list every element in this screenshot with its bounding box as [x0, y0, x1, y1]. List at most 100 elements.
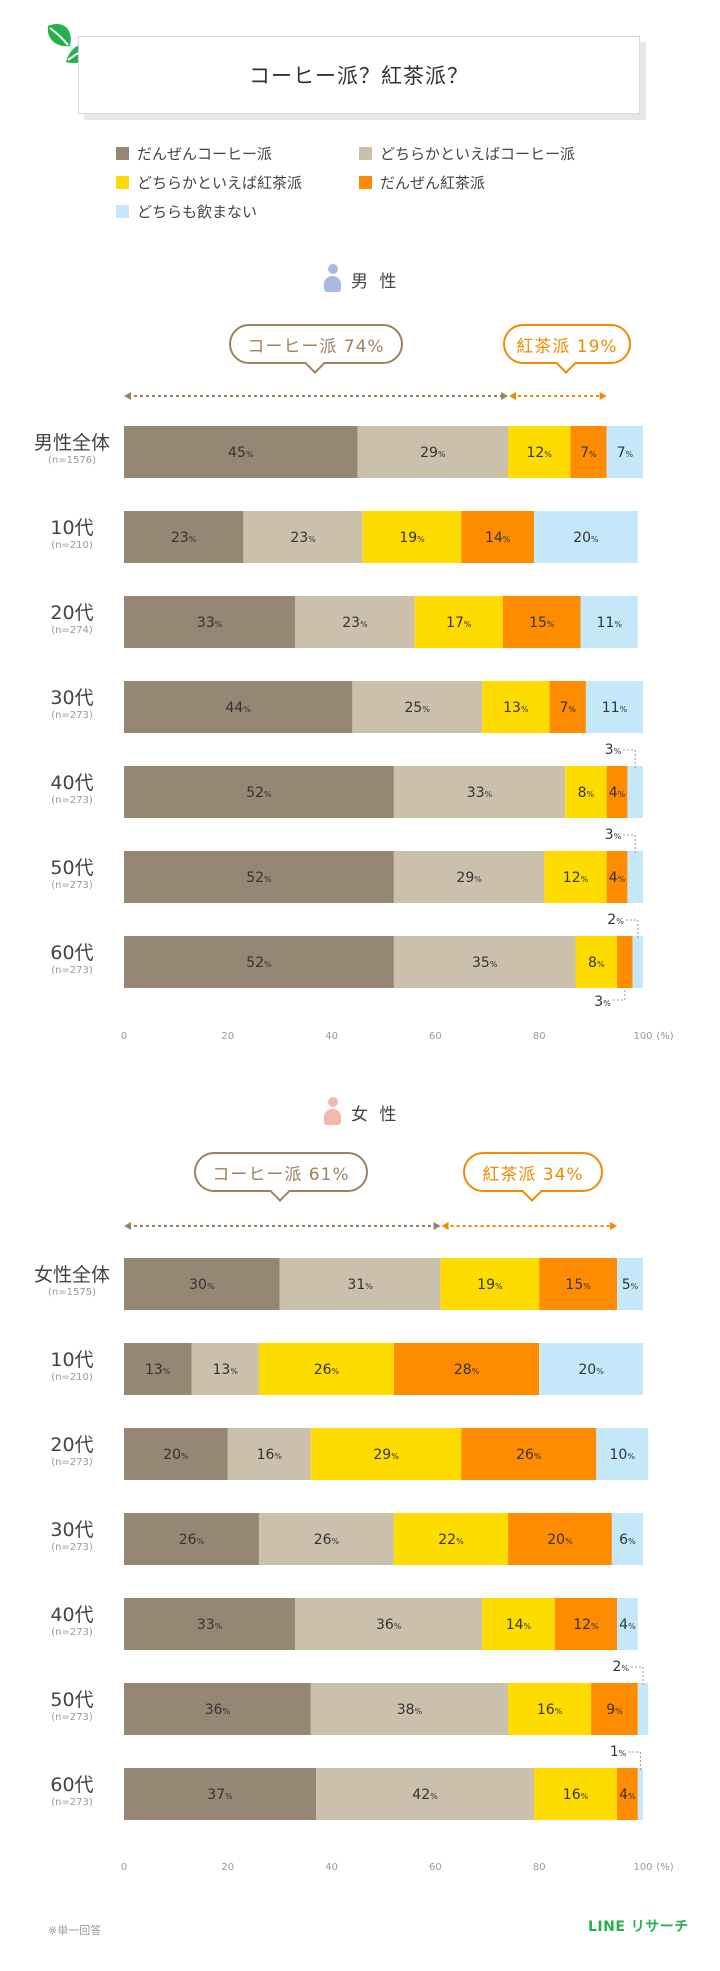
- bar-segment: [352, 681, 483, 733]
- percent-unit: %: [597, 960, 605, 969]
- percent-unit: %: [555, 1707, 563, 1716]
- bar-segment: [124, 1598, 296, 1650]
- bar-segment: [357, 426, 509, 478]
- legend-item: だんぜんコーヒー派: [116, 143, 272, 164]
- percent-unit: %: [223, 1707, 231, 1716]
- bar-segment: [124, 1683, 311, 1735]
- footnote: ※単一回答: [48, 1924, 102, 1937]
- bar-segment: [227, 1428, 311, 1480]
- percent-unit: %: [614, 620, 622, 629]
- bar-segment: [124, 1768, 317, 1820]
- sample-size: (n=273): [51, 965, 93, 976]
- bar-segment: [124, 681, 353, 733]
- bar-segment: [617, 936, 633, 988]
- row-label: 60代 (n=273): [20, 1774, 124, 1810]
- bar-segment: [310, 1683, 509, 1735]
- category-name: 男性全体: [33, 432, 110, 454]
- sample-size: (n=274): [51, 625, 93, 636]
- percent-unit: %: [430, 1792, 438, 1801]
- percent-unit: %: [264, 875, 272, 884]
- row-label: 20代 (n=274): [20, 602, 124, 638]
- coffee-total-label: コーヒー派 74%: [247, 336, 385, 357]
- percent-unit: %: [628, 1537, 636, 1546]
- percent-unit: %: [547, 620, 555, 629]
- percent-unit: %: [394, 1622, 402, 1631]
- axis-tick-label: 60: [429, 1031, 442, 1040]
- percent-unit: %: [544, 450, 552, 459]
- percent-unit: %: [490, 960, 498, 969]
- sample-size: (n=273): [51, 1797, 93, 1808]
- arrow-head-icon: [433, 1222, 441, 1230]
- bar-segment: [295, 1598, 483, 1650]
- percent-unit: %: [521, 705, 529, 714]
- percent-unit: %: [583, 1282, 591, 1291]
- bar-segment: [316, 1768, 535, 1820]
- bar-segment: [539, 1343, 643, 1395]
- sample-size: (n=273): [51, 1457, 93, 1468]
- sample-size: (n=273): [51, 795, 93, 806]
- percent-unit: %: [417, 535, 425, 544]
- axis-tick-label: 0: [121, 1862, 127, 1873]
- bar-segment: [606, 851, 628, 903]
- bar-segment: [580, 596, 638, 648]
- bar-segment: [549, 681, 586, 733]
- percent-unit: %: [631, 1282, 639, 1291]
- bar-segment: [124, 851, 394, 903]
- percent-unit: %: [391, 1452, 399, 1461]
- percent-unit: %: [246, 450, 254, 459]
- row-label: 60代 (n=273): [20, 942, 124, 978]
- bar-segment: [279, 1258, 441, 1310]
- bar-segment: [124, 426, 358, 478]
- row-label: 40代 (n=273): [20, 1604, 124, 1640]
- percent-unit: %: [464, 620, 472, 629]
- section-title-text: 女 性: [351, 1104, 400, 1125]
- legend-label: どちらも飲まない: [137, 203, 258, 221]
- bar-segment: [124, 596, 296, 648]
- legend-label: だんぜん紅茶派: [380, 174, 486, 192]
- bar-segment: [124, 1428, 228, 1480]
- callout-leader: [631, 1666, 644, 1687]
- section-title-female: 女 性: [324, 1097, 399, 1127]
- arrow-head-icon: [509, 392, 517, 400]
- legend-label: どちらかといえば紅茶派: [137, 174, 303, 192]
- percent-unit: %: [568, 705, 576, 714]
- callout-value-label: 2%: [612, 1659, 629, 1675]
- sample-size: (n=1575): [48, 1287, 96, 1298]
- percent-unit: %: [591, 1622, 599, 1631]
- tea-total-label: 紅茶派 19%: [516, 336, 618, 357]
- percent-unit: %: [625, 450, 633, 459]
- page-title: コーヒー派？紅茶派？: [78, 36, 640, 114]
- bar-segment: [627, 851, 643, 903]
- percent-unit: %: [438, 450, 446, 459]
- bar-segment: [637, 1768, 643, 1820]
- sample-size: (n=273): [51, 1712, 93, 1723]
- axis-tick-label: 100: [633, 1862, 652, 1873]
- bar-segment: [617, 1768, 638, 1820]
- bar-segment: [124, 1258, 280, 1310]
- tea-total-label: 紅茶派 34%: [482, 1164, 584, 1185]
- sample-size: (n=273): [51, 710, 93, 721]
- percent-unit: %: [589, 450, 597, 459]
- section-title-male: 男 性: [324, 264, 399, 294]
- bar-segment: [611, 1513, 643, 1565]
- percent-unit: %: [618, 875, 626, 884]
- bar-segment: [596, 1428, 649, 1480]
- bar-segment: [539, 1258, 618, 1310]
- row-label: 40代 (n=273): [20, 772, 124, 808]
- arrow-head-icon: [599, 392, 607, 400]
- bar-segment: [393, 936, 576, 988]
- bar-segment: [295, 596, 415, 648]
- row-label: 30代 (n=273): [20, 687, 124, 723]
- chart-male: 45% 29% 12% 7% 7%23% 23% 19% 14% 20%33% 23% 17% 15%…: [121, 392, 674, 1040]
- legend-item: だんぜん紅茶派: [359, 172, 485, 193]
- axis-unit-label: (%): [656, 1031, 673, 1040]
- bar-segment: [508, 426, 571, 478]
- bar-segment: [440, 1258, 540, 1310]
- percent-unit: %: [628, 1792, 636, 1801]
- bar-segment: [606, 426, 643, 478]
- legend-label: どちらかといえばコーヒー派: [380, 145, 576, 163]
- legend-swatch: [116, 176, 129, 189]
- section-title-text: 男 性: [351, 271, 400, 292]
- row-label: 50代 (n=273): [20, 857, 124, 893]
- bar-segment: [393, 1513, 509, 1565]
